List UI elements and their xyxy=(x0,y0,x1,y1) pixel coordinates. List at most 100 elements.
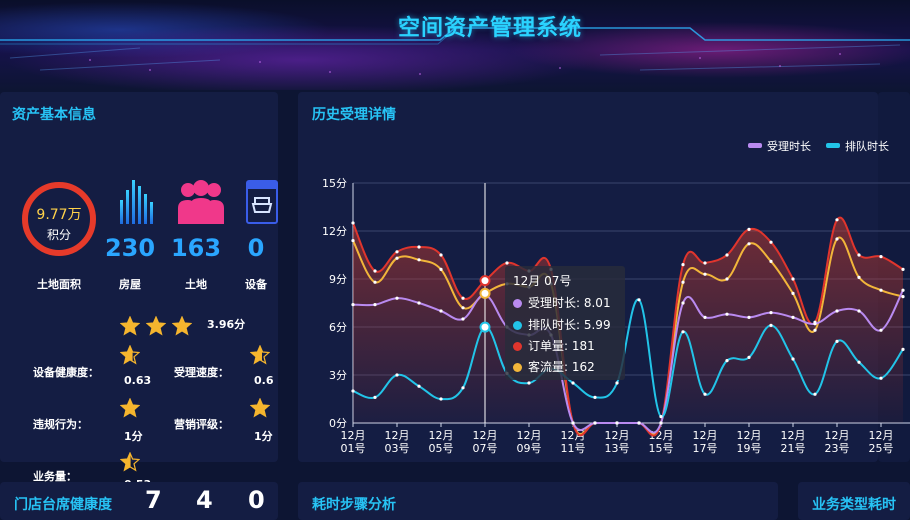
asset-panel-title: 资产基本信息 xyxy=(12,107,96,123)
data-point xyxy=(879,328,883,332)
data-point xyxy=(703,392,707,396)
data-point xyxy=(769,311,773,315)
data-point xyxy=(395,256,399,260)
metric-label-business-volume: 业务量： xyxy=(33,470,77,483)
rating-star xyxy=(146,316,166,336)
data-point xyxy=(461,386,465,390)
tooltip-row-queue-time: 排队时长: 5.99 xyxy=(513,316,611,333)
data-point xyxy=(439,309,443,313)
y-tick-label: 6分 xyxy=(329,321,347,334)
data-point xyxy=(813,392,817,396)
data-point xyxy=(769,240,773,244)
device-label: 设备 xyxy=(245,278,267,291)
data-point xyxy=(835,339,839,343)
data-point xyxy=(879,288,883,292)
land-area-value: 9.77万 xyxy=(36,207,82,223)
data-point xyxy=(571,381,575,385)
x-tick-label: 12月 xyxy=(869,429,894,442)
data-point xyxy=(659,415,663,419)
device-count: 0 xyxy=(247,234,265,262)
x-tick-label: 12月 xyxy=(781,429,806,442)
data-point xyxy=(439,253,443,257)
land-count: 163 xyxy=(170,234,222,262)
legend-label-queue-time: 排队时长 xyxy=(845,140,889,153)
data-point xyxy=(351,239,355,243)
x-tick-label: 05号 xyxy=(429,442,454,455)
x-tick-label: 12月 xyxy=(825,429,850,442)
data-point xyxy=(615,421,619,425)
x-tick-label: 23号 xyxy=(825,442,850,455)
data-point xyxy=(417,384,421,388)
device-icon xyxy=(246,180,278,224)
legend-item-queue-time[interactable]: 排队时长 xyxy=(826,138,889,154)
data-point xyxy=(395,373,399,377)
data-point xyxy=(703,261,707,265)
data-point xyxy=(505,261,509,265)
business-type-panel xyxy=(798,482,910,520)
data-point xyxy=(461,306,465,310)
data-point xyxy=(879,376,883,380)
data-point xyxy=(373,269,377,273)
data-point xyxy=(373,303,377,307)
data-point xyxy=(791,315,795,319)
x-tick-label: 12月 xyxy=(737,429,762,442)
data-point xyxy=(681,330,685,334)
data-point xyxy=(857,309,861,313)
header-banner: 空间资产管理系统 xyxy=(0,0,910,90)
data-point xyxy=(681,263,685,267)
data-point xyxy=(791,277,795,281)
metric-star xyxy=(250,398,270,418)
data-point xyxy=(417,258,421,262)
data-point xyxy=(901,267,905,271)
land-label: 土地 xyxy=(185,278,207,291)
x-tick-label: 12月 xyxy=(385,429,410,442)
data-point xyxy=(439,397,443,401)
data-point xyxy=(747,315,751,319)
legend-item-accept-time[interactable]: 受理时长 xyxy=(748,138,811,154)
x-tick-label: 09号 xyxy=(517,442,542,455)
overall-rating-value: 3.96分 xyxy=(207,318,246,331)
y-tick-label: 12分 xyxy=(322,225,347,238)
tooltip-row-orders: 订单量: 181 xyxy=(513,337,595,354)
data-point xyxy=(813,322,817,326)
data-point xyxy=(901,288,905,292)
data-point xyxy=(747,227,751,231)
data-point xyxy=(593,395,597,399)
data-point xyxy=(417,301,421,305)
data-point xyxy=(417,245,421,249)
history-line-chart[interactable]: 0分3分6分9分12分15分12月01号12月03号12月05号12月07号12… xyxy=(298,92,910,462)
metric-star xyxy=(120,452,140,472)
data-point xyxy=(351,221,355,225)
x-tick-label: 03号 xyxy=(385,442,410,455)
store-health-panel xyxy=(0,482,278,520)
metric-star xyxy=(250,345,270,365)
header-decoration xyxy=(0,27,910,75)
data-point xyxy=(439,267,443,271)
data-point xyxy=(725,359,729,363)
rating-star xyxy=(120,316,140,336)
data-point xyxy=(373,280,377,284)
data-point xyxy=(681,280,685,284)
history-panel-title: 历史受理详情 xyxy=(312,107,396,123)
data-point xyxy=(681,301,685,305)
land-area-ring: 9.77万 积分 xyxy=(22,182,96,256)
data-point xyxy=(725,277,729,281)
data-point xyxy=(703,272,707,276)
store-panel-title: 门店台席健康度 xyxy=(14,497,112,513)
rating-star xyxy=(172,316,192,336)
data-point xyxy=(901,295,905,299)
data-point xyxy=(527,381,531,385)
data-point xyxy=(637,421,641,425)
metric-label-accept-speed: 受理速度： xyxy=(174,366,229,379)
land-area-unit: 积分 xyxy=(46,228,71,242)
data-point xyxy=(461,296,465,300)
data-point xyxy=(703,315,707,319)
data-point xyxy=(813,328,817,332)
data-point xyxy=(593,421,597,425)
data-point xyxy=(901,347,905,351)
data-point xyxy=(879,255,883,259)
series-line-1 xyxy=(352,298,904,418)
x-tick-label: 12月 xyxy=(605,429,630,442)
metric-value-accept-speed: 0.6 xyxy=(254,374,274,387)
x-tick-label: 15号 xyxy=(649,442,674,455)
